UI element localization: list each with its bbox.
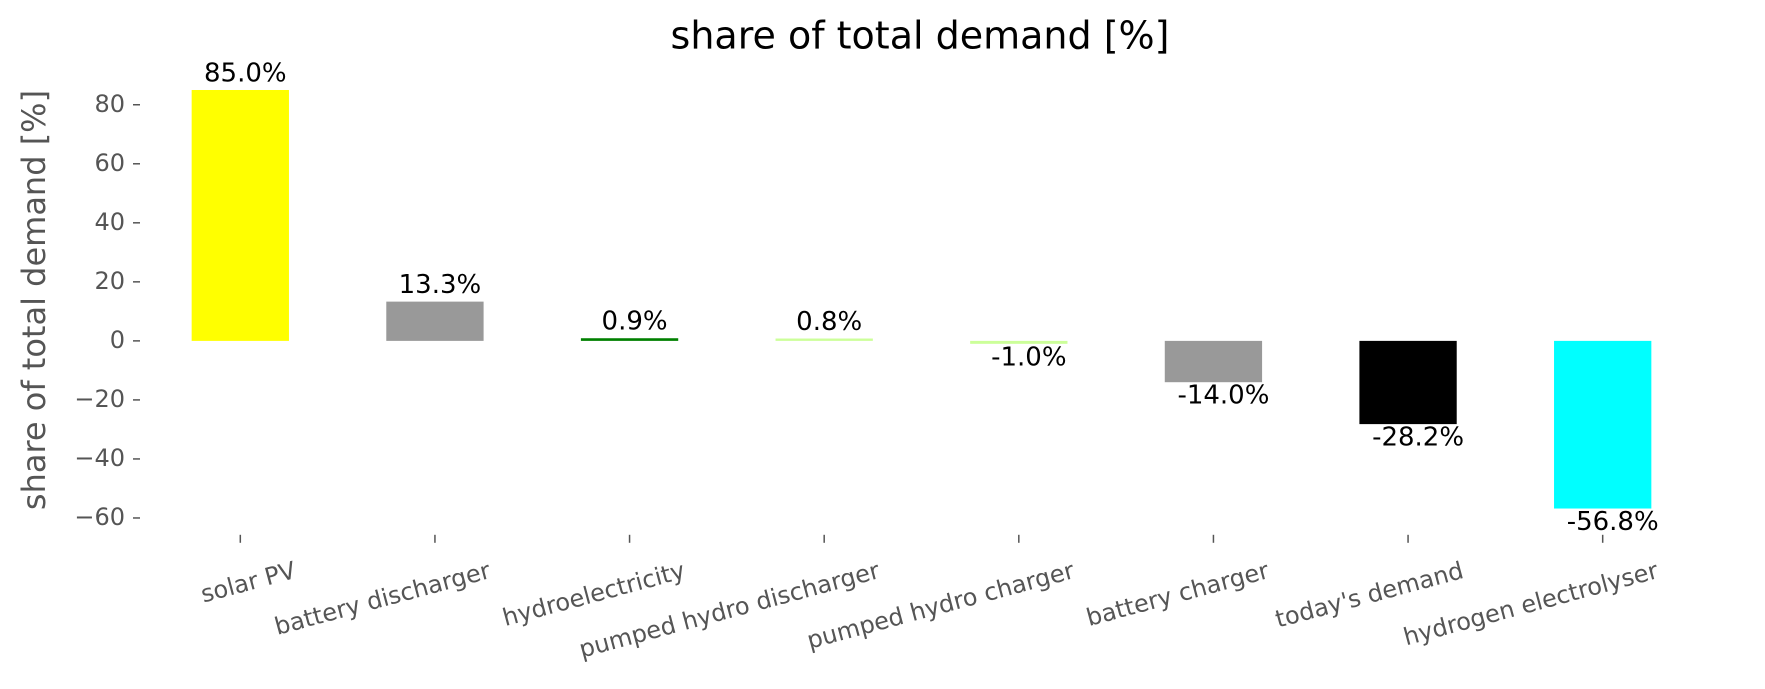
value-label: -56.8%	[1567, 507, 1659, 537]
bar	[191, 89, 289, 341]
y-tick-label: −40	[74, 444, 125, 472]
y-tick-label: 0	[110, 326, 125, 354]
bar	[580, 338, 679, 341]
bar	[1164, 340, 1263, 383]
chart-title: share of total demand [%]	[671, 14, 1170, 58]
value-label: 85.0%	[204, 58, 287, 88]
y-tick-label: 80	[94, 90, 125, 118]
x-tick-label: battery discharger	[272, 556, 494, 641]
y-tick-label: 60	[94, 149, 125, 177]
y-tick-label: −60	[74, 503, 125, 531]
bar	[970, 340, 1068, 344]
y-tick-label: 40	[94, 208, 125, 236]
x-tick-label: battery charger	[1083, 556, 1272, 632]
value-label: -1.0%	[991, 342, 1066, 372]
value-label: 13.3%	[399, 270, 482, 300]
bar	[1359, 340, 1457, 425]
y-axis-label: share of total demand [%]	[15, 90, 53, 510]
value-label: 0.8%	[796, 307, 862, 337]
y-tick-label: 20	[94, 267, 125, 295]
bar	[775, 338, 873, 341]
x-tick-label: solar PV	[198, 556, 299, 608]
bar	[1554, 340, 1652, 509]
value-label: -28.2%	[1372, 423, 1464, 453]
value-label: 0.9%	[602, 307, 668, 337]
bar	[386, 301, 484, 341]
y-tick-label: −20	[74, 385, 125, 413]
value-label: -14.0%	[1177, 381, 1269, 411]
